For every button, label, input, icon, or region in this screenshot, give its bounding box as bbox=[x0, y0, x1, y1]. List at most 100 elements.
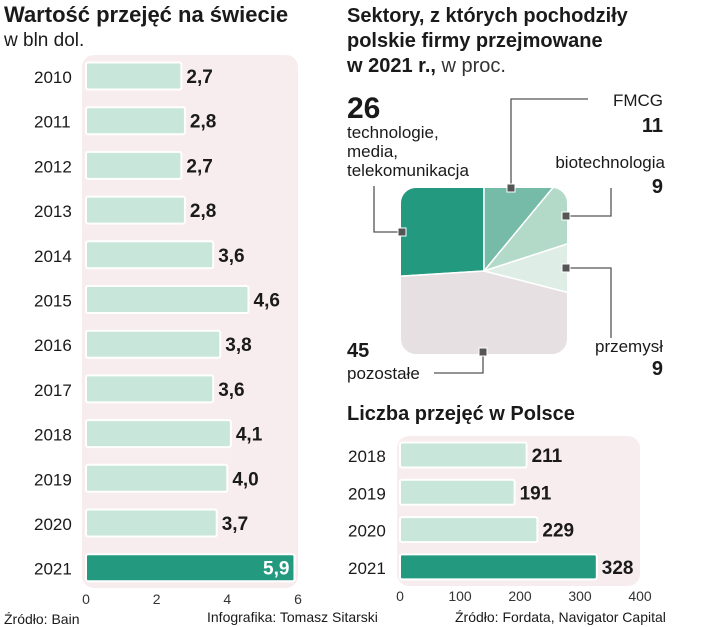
value-label: 3,7 bbox=[222, 514, 248, 535]
poland-x-axis: 0 100 200 300 400 bbox=[396, 588, 652, 604]
pie-slice bbox=[483, 187, 568, 274]
world-chart-subtitle: w bln dol. bbox=[3, 30, 84, 51]
slice-label-biotech: biotechnologia bbox=[555, 153, 665, 172]
connector-biotech bbox=[566, 188, 612, 217]
world-chart-title: Wartość przejęć na świecie bbox=[4, 2, 288, 27]
pie-slice bbox=[481, 229, 568, 305]
pie-slice bbox=[400, 187, 485, 280]
poland-chart-title: Liczba przejęć w Polsce bbox=[347, 403, 575, 425]
world-bars: 2010 2,7 2011 2,8 2012 2,7 2013 2,8 2014 3,6 2015 4… bbox=[34, 61, 296, 583]
marker-pozostale bbox=[478, 347, 488, 357]
category-label: 2020 bbox=[34, 515, 72, 534]
x-tick-label: 300 bbox=[568, 588, 592, 604]
sector-title-year: w 2021 r., bbox=[346, 55, 436, 77]
connector-fmcg bbox=[510, 98, 588, 188]
value-label: 5,9 bbox=[263, 559, 289, 580]
x-tick-label: 400 bbox=[628, 588, 652, 604]
value-label: 2,8 bbox=[190, 201, 216, 222]
bar bbox=[85, 329, 222, 359]
value-label: 3,6 bbox=[218, 380, 244, 401]
connector-technologie bbox=[373, 186, 402, 233]
category-label: 2019 bbox=[348, 484, 386, 503]
poland-source: Źródło: Fordata, Navigator Capital bbox=[455, 609, 666, 625]
x-tick-label: 4 bbox=[223, 591, 231, 607]
category-label: 2018 bbox=[34, 426, 72, 445]
bar bbox=[85, 463, 229, 493]
world-source: Źródło: Bain bbox=[4, 611, 79, 627]
category-label: 2020 bbox=[348, 522, 386, 541]
poland-bars: 2018 211 2019 191 2020 229 2021 328 bbox=[348, 441, 634, 581]
bar bbox=[85, 374, 215, 404]
marker-biotech bbox=[561, 211, 571, 221]
slice-value-technologie: 26 bbox=[347, 92, 380, 125]
category-label: 2021 bbox=[34, 560, 72, 579]
bar bbox=[85, 61, 183, 91]
sector-title-line3: w 2021 r., w proc. bbox=[346, 55, 506, 77]
category-label: 2013 bbox=[34, 202, 72, 221]
value-label: 2,8 bbox=[190, 112, 216, 133]
x-tick-label: 6 bbox=[294, 591, 302, 607]
marker-technologie bbox=[397, 227, 407, 237]
slice-label-pozostale: pozostałe bbox=[347, 364, 420, 383]
x-tick-label: 200 bbox=[508, 588, 532, 604]
bar bbox=[85, 553, 296, 583]
bar bbox=[85, 106, 186, 136]
connector-pozostale bbox=[434, 352, 484, 374]
connector-markers bbox=[397, 183, 571, 357]
bar bbox=[399, 478, 516, 506]
x-tick-label: 0 bbox=[396, 588, 404, 604]
x-tick-label: 100 bbox=[448, 588, 472, 604]
bar bbox=[85, 150, 183, 180]
category-label: 2011 bbox=[34, 113, 71, 132]
slice-value-pozostale: 45 bbox=[347, 340, 369, 362]
category-label: 2014 bbox=[34, 247, 72, 266]
bar bbox=[399, 553, 598, 581]
sector-title-unit: w proc. bbox=[436, 55, 506, 77]
category-label: 2016 bbox=[34, 336, 72, 355]
credit: Infografika: Tomasz Sitarski bbox=[207, 609, 378, 625]
sector-title-line2: polskie firmy przejmowane bbox=[347, 30, 603, 52]
slice-label-technologie-3: telekomunikacja bbox=[347, 161, 469, 180]
bar bbox=[85, 240, 215, 270]
world-x-axis: 0 2 4 6 bbox=[82, 591, 302, 607]
world-chart-panel bbox=[82, 55, 298, 588]
world-chart: Wartość przejęć na świecie w bln dol. 20… bbox=[3, 2, 302, 627]
bar bbox=[399, 441, 528, 469]
category-label: 2021 bbox=[348, 559, 386, 578]
bar bbox=[85, 285, 250, 314]
slice-label-technologie-2: media, bbox=[347, 142, 398, 161]
slice-value-fmcg: 11 bbox=[642, 115, 663, 137]
x-tick-label: 2 bbox=[153, 591, 161, 607]
value-label: 3,6 bbox=[218, 246, 244, 267]
category-label: 2012 bbox=[34, 157, 72, 176]
sector-chart: Sektory, z których pochodziły polskie fi… bbox=[346, 5, 666, 383]
bar bbox=[85, 195, 186, 225]
category-label: 2015 bbox=[34, 292, 72, 311]
value-label: 4,0 bbox=[232, 469, 258, 490]
value-label: 191 bbox=[520, 483, 552, 504]
value-label: 4,6 bbox=[254, 291, 280, 312]
bar bbox=[85, 508, 218, 538]
marker-przemysl bbox=[561, 263, 571, 273]
marker-fmcg bbox=[506, 183, 516, 193]
pie-connectors bbox=[373, 98, 612, 374]
slice-label-technologie-1: technologie, bbox=[347, 123, 439, 142]
value-label: 2,7 bbox=[186, 67, 212, 88]
connector-przemysl bbox=[566, 267, 612, 338]
value-label: 229 bbox=[542, 521, 574, 542]
category-label: 2018 bbox=[348, 447, 386, 466]
pie-slices bbox=[400, 187, 568, 355]
value-label: 3,8 bbox=[225, 335, 251, 356]
value-label: 211 bbox=[532, 446, 563, 467]
slice-label-przemysl: przemysł bbox=[595, 337, 663, 356]
x-tick-label: 0 bbox=[82, 591, 90, 607]
slice-value-przemysl: 9 bbox=[652, 358, 663, 380]
value-label: 328 bbox=[602, 558, 634, 579]
bar bbox=[399, 516, 539, 544]
slice-value-biotech: 9 bbox=[652, 176, 663, 198]
bar bbox=[85, 419, 232, 449]
category-label: 2010 bbox=[34, 68, 72, 87]
pie-slice bbox=[400, 270, 568, 355]
poland-chart-panel bbox=[397, 436, 640, 586]
